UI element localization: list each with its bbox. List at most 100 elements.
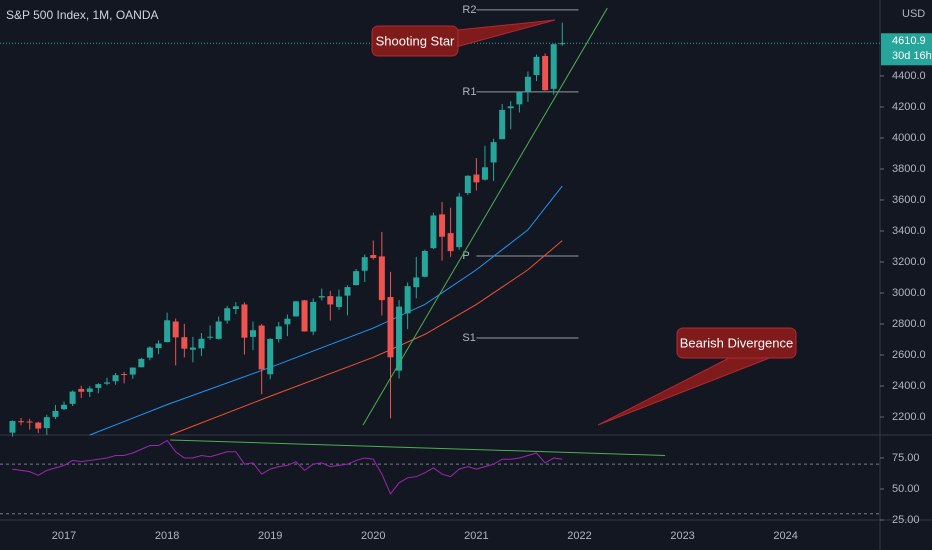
candle-body	[215, 321, 222, 339]
x-tick-label: 2020	[361, 530, 385, 542]
candle-body	[559, 43, 566, 45]
candle-body	[327, 296, 334, 305]
candle-body	[146, 347, 153, 358]
candle-body	[550, 44, 557, 89]
annotation: Shooting Star	[376, 33, 455, 48]
candle-body	[112, 375, 119, 382]
candle-body	[181, 337, 188, 349]
trendline	[170, 439, 666, 456]
candle-body	[404, 286, 411, 314]
chart-title: S&P 500 Index, 1M, OANDA	[6, 8, 159, 22]
candle-body	[481, 167, 488, 180]
candle-body	[387, 297, 394, 358]
candle-body	[78, 388, 85, 392]
candle-body	[533, 56, 540, 76]
candle-body	[189, 347, 196, 350]
x-tick-label: 2018	[155, 530, 179, 542]
candle-body	[542, 55, 549, 91]
candle-body	[499, 109, 506, 140]
y-tick-label: 3800.0	[892, 163, 926, 175]
candle-body	[232, 306, 239, 309]
candle-body	[464, 175, 471, 194]
candle-body	[249, 330, 256, 337]
candle-body	[473, 174, 480, 183]
annotation: Bearish Divergence	[680, 335, 793, 350]
pivot-label: R2	[462, 4, 476, 16]
candle-body	[318, 296, 325, 298]
moving-average	[170, 240, 563, 436]
candle-body	[524, 76, 531, 92]
candle-body	[121, 374, 128, 376]
candle-body	[361, 257, 368, 271]
callout-box	[371, 25, 459, 57]
pivot-label: S1	[462, 332, 475, 344]
candle-body	[353, 271, 360, 286]
candle-body	[198, 338, 205, 349]
candle-body	[224, 308, 231, 321]
candle-body	[301, 300, 308, 332]
candle-body	[258, 325, 265, 370]
x-tick-label: 2023	[670, 530, 694, 542]
candle-body	[43, 417, 50, 429]
x-tick-label: 2017	[52, 530, 76, 542]
y-tick-label: 2400.0	[892, 380, 926, 392]
y-tick-label: 4400.0	[892, 70, 926, 82]
candle-body	[9, 421, 16, 433]
countdown: 30d 16h	[892, 50, 932, 62]
candle-body	[138, 358, 145, 368]
candle-body	[241, 304, 248, 338]
candle-body	[275, 326, 282, 340]
y-tick-label: 75.00	[892, 452, 920, 464]
rsi-line	[12, 439, 563, 495]
candle-body	[344, 287, 351, 296]
callout-box	[676, 327, 797, 359]
y-tick-label: 4000.0	[892, 132, 926, 144]
y-tick-label: 50.00	[892, 483, 920, 495]
candle-body	[284, 318, 291, 325]
candle-body	[490, 142, 497, 163]
candle-body	[456, 196, 463, 248]
candle-body	[310, 301, 317, 332]
candle-body	[421, 250, 428, 277]
candle-body	[267, 338, 274, 375]
y-tick-label: 2200.0	[892, 411, 926, 423]
y-tick-label: 2600.0	[892, 349, 926, 361]
x-tick-label: 2021	[464, 530, 488, 542]
candle-body	[172, 321, 179, 338]
pivot-label: P	[462, 250, 469, 262]
candle-body	[69, 391, 76, 404]
candle-body	[430, 215, 437, 249]
y-tick-label: 2800.0	[892, 318, 926, 330]
candle-body	[95, 384, 102, 388]
y-tick-label: 3200.0	[892, 256, 926, 268]
candle-body	[335, 296, 342, 307]
candle-body	[164, 320, 171, 343]
candle-body	[207, 336, 214, 338]
candle-body	[129, 367, 136, 375]
candle-body	[439, 214, 446, 237]
trendline	[362, 7, 608, 426]
candle-body	[413, 277, 420, 288]
x-tick-label: 2022	[567, 530, 591, 542]
y-tick-label: 4200.0	[892, 101, 926, 113]
y-tick-label: 3400.0	[892, 225, 926, 237]
candle-body	[26, 421, 33, 423]
x-tick-label: 2019	[258, 530, 282, 542]
candle-body	[292, 301, 299, 317]
y-tick-label: 3000.0	[892, 287, 926, 299]
candle-body	[370, 255, 377, 258]
y-tick-label: 25.00	[892, 514, 920, 526]
candle-body	[35, 422, 42, 429]
y-tick-label: 3600.0	[892, 194, 926, 206]
candle-body	[507, 106, 514, 109]
candle-body	[155, 343, 162, 349]
price-tag	[881, 33, 932, 66]
candle-body	[18, 421, 25, 423]
candle-body	[378, 256, 385, 301]
candle-body	[104, 382, 111, 384]
candle-body	[61, 404, 68, 410]
pivot-label: R1	[462, 86, 476, 98]
currency[interactable]: USD	[902, 8, 925, 20]
